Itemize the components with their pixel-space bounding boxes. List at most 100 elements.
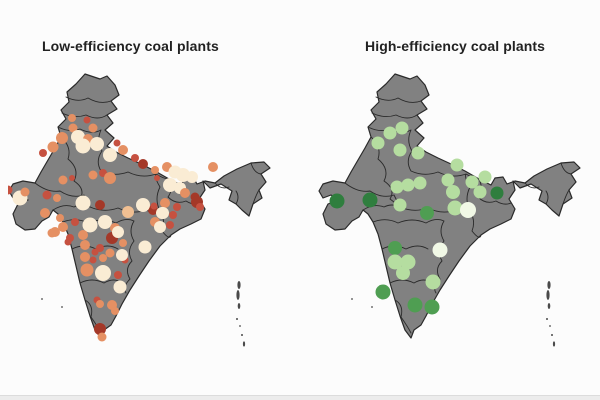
coal-plant-dot — [375, 284, 391, 300]
coal-plant-dot — [138, 240, 152, 254]
coal-plant-dot — [113, 280, 127, 294]
coal-plant-dot — [68, 123, 78, 133]
coal-plant-dot — [69, 175, 75, 181]
coal-plant-dot — [96, 244, 104, 252]
coal-plant-dot — [68, 114, 76, 122]
coal-plant-dot — [208, 162, 218, 172]
coal-plant-dot — [112, 226, 124, 238]
coal-plant-dot — [460, 202, 476, 218]
coal-plant-dot — [465, 175, 479, 189]
coal-plant-dot — [97, 332, 107, 342]
coal-plant-dot — [47, 228, 57, 238]
low-efficiency-map-title: Low-efficiency coal plants — [42, 38, 219, 54]
coal-plant-dot — [388, 241, 402, 255]
coal-plant-dot — [99, 254, 107, 262]
coal-plant-dot — [362, 192, 378, 208]
coal-plant-dot — [95, 200, 105, 210]
coal-plant-dot — [160, 198, 170, 208]
coal-plant-dot — [473, 185, 487, 199]
coal-plant-dot — [136, 198, 150, 212]
coal-plant-dot — [393, 198, 407, 212]
coal-plant-dot — [82, 217, 98, 233]
coal-plant-dot — [104, 172, 116, 184]
coal-plant-dot — [400, 254, 416, 270]
coal-plant-dot — [75, 138, 91, 154]
coal-plant-dot — [105, 248, 115, 258]
coal-plant-dot — [154, 175, 160, 181]
coal-plant-dot — [103, 148, 117, 162]
coal-plant-dot — [150, 202, 158, 210]
coal-plant-dot — [58, 175, 68, 185]
coal-plant-dot — [393, 143, 407, 157]
coal-plant-dot — [411, 146, 425, 160]
coal-plant-dot — [383, 126, 397, 140]
coal-plant-dot — [395, 121, 409, 135]
india-map-high-efficiency — [318, 73, 581, 348]
coal-plant-dot — [446, 185, 460, 199]
coal-plant-dot — [114, 271, 122, 279]
high-efficiency-map-title: High-efficiency coal plants — [365, 38, 546, 54]
coal-plant-dot — [111, 307, 119, 315]
coal-plant-dot — [90, 137, 104, 151]
coal-plant-dot — [441, 173, 455, 187]
coal-plant-dot — [8, 185, 13, 195]
coal-plant-dot — [40, 208, 50, 218]
coal-plant-dot — [88, 123, 98, 133]
coal-plant-dot — [186, 171, 198, 183]
coal-plant-dot — [396, 266, 410, 280]
coal-plant-dot — [371, 136, 385, 150]
coal-plant-dot — [83, 116, 91, 124]
coal-plant-dot — [95, 265, 111, 281]
coal-plant-dot — [88, 170, 98, 180]
coal-plant-dot — [447, 200, 463, 216]
coal-plant-dot — [119, 239, 127, 247]
coal-plant-dot — [169, 211, 177, 219]
coal-plant-dot — [131, 154, 139, 162]
coal-plant-dot — [56, 214, 64, 222]
coal-plant-dot — [420, 206, 434, 220]
coal-plant-dot — [64, 238, 72, 246]
coal-plant-dot — [166, 221, 174, 229]
coal-plant-dot — [80, 263, 94, 277]
coal-plant-dot — [490, 186, 504, 200]
coal-plant-dot — [113, 139, 121, 147]
coal-plant-dot — [89, 256, 97, 264]
coal-plant-dot — [413, 176, 427, 190]
coal-plant-dot — [387, 254, 403, 270]
coal-plant-dot — [118, 145, 128, 155]
coal-plant-dot — [58, 222, 68, 232]
coal-plant-dot — [94, 323, 106, 335]
coal-plant-dot — [78, 230, 88, 240]
coal-plant-dot — [80, 240, 90, 250]
coal-plant-dot — [80, 252, 90, 262]
coal-plant-dot — [122, 206, 134, 218]
coal-plant-dot — [329, 193, 345, 209]
coal-plant-dot — [180, 188, 190, 198]
coal-plant-dot — [173, 203, 181, 211]
coal-plant-dot — [154, 221, 166, 233]
coal-plant-markers-high — [329, 121, 504, 315]
coal-plant-dot — [91, 248, 99, 256]
coal-plant-dot — [20, 187, 30, 197]
india-map-low-efficiency — [8, 73, 271, 348]
bottom-window-edge — [0, 395, 600, 400]
coal-plant-dot — [390, 180, 404, 194]
coal-plant-dot — [424, 299, 440, 315]
coal-plant-dot — [478, 170, 492, 184]
coal-plant-dot — [42, 190, 52, 200]
coal-plant-dot — [98, 215, 112, 229]
coal-plant-dot — [450, 158, 464, 172]
coal-plant-dot — [53, 194, 61, 202]
coal-plant-dot — [116, 249, 128, 261]
coal-plant-dot — [432, 242, 448, 258]
coal-plant-dot — [163, 178, 177, 192]
coal-plant-dot — [75, 195, 91, 211]
coal-plant-dot — [196, 203, 204, 211]
coal-plant-dot — [157, 207, 169, 219]
coal-plant-dot — [39, 149, 47, 157]
coal-plant-dot — [425, 274, 441, 290]
coal-plant-dot — [407, 297, 423, 313]
coal-plant-dot — [401, 178, 415, 192]
coal-plant-dot — [71, 218, 79, 226]
coal-plant-dot — [138, 159, 148, 169]
